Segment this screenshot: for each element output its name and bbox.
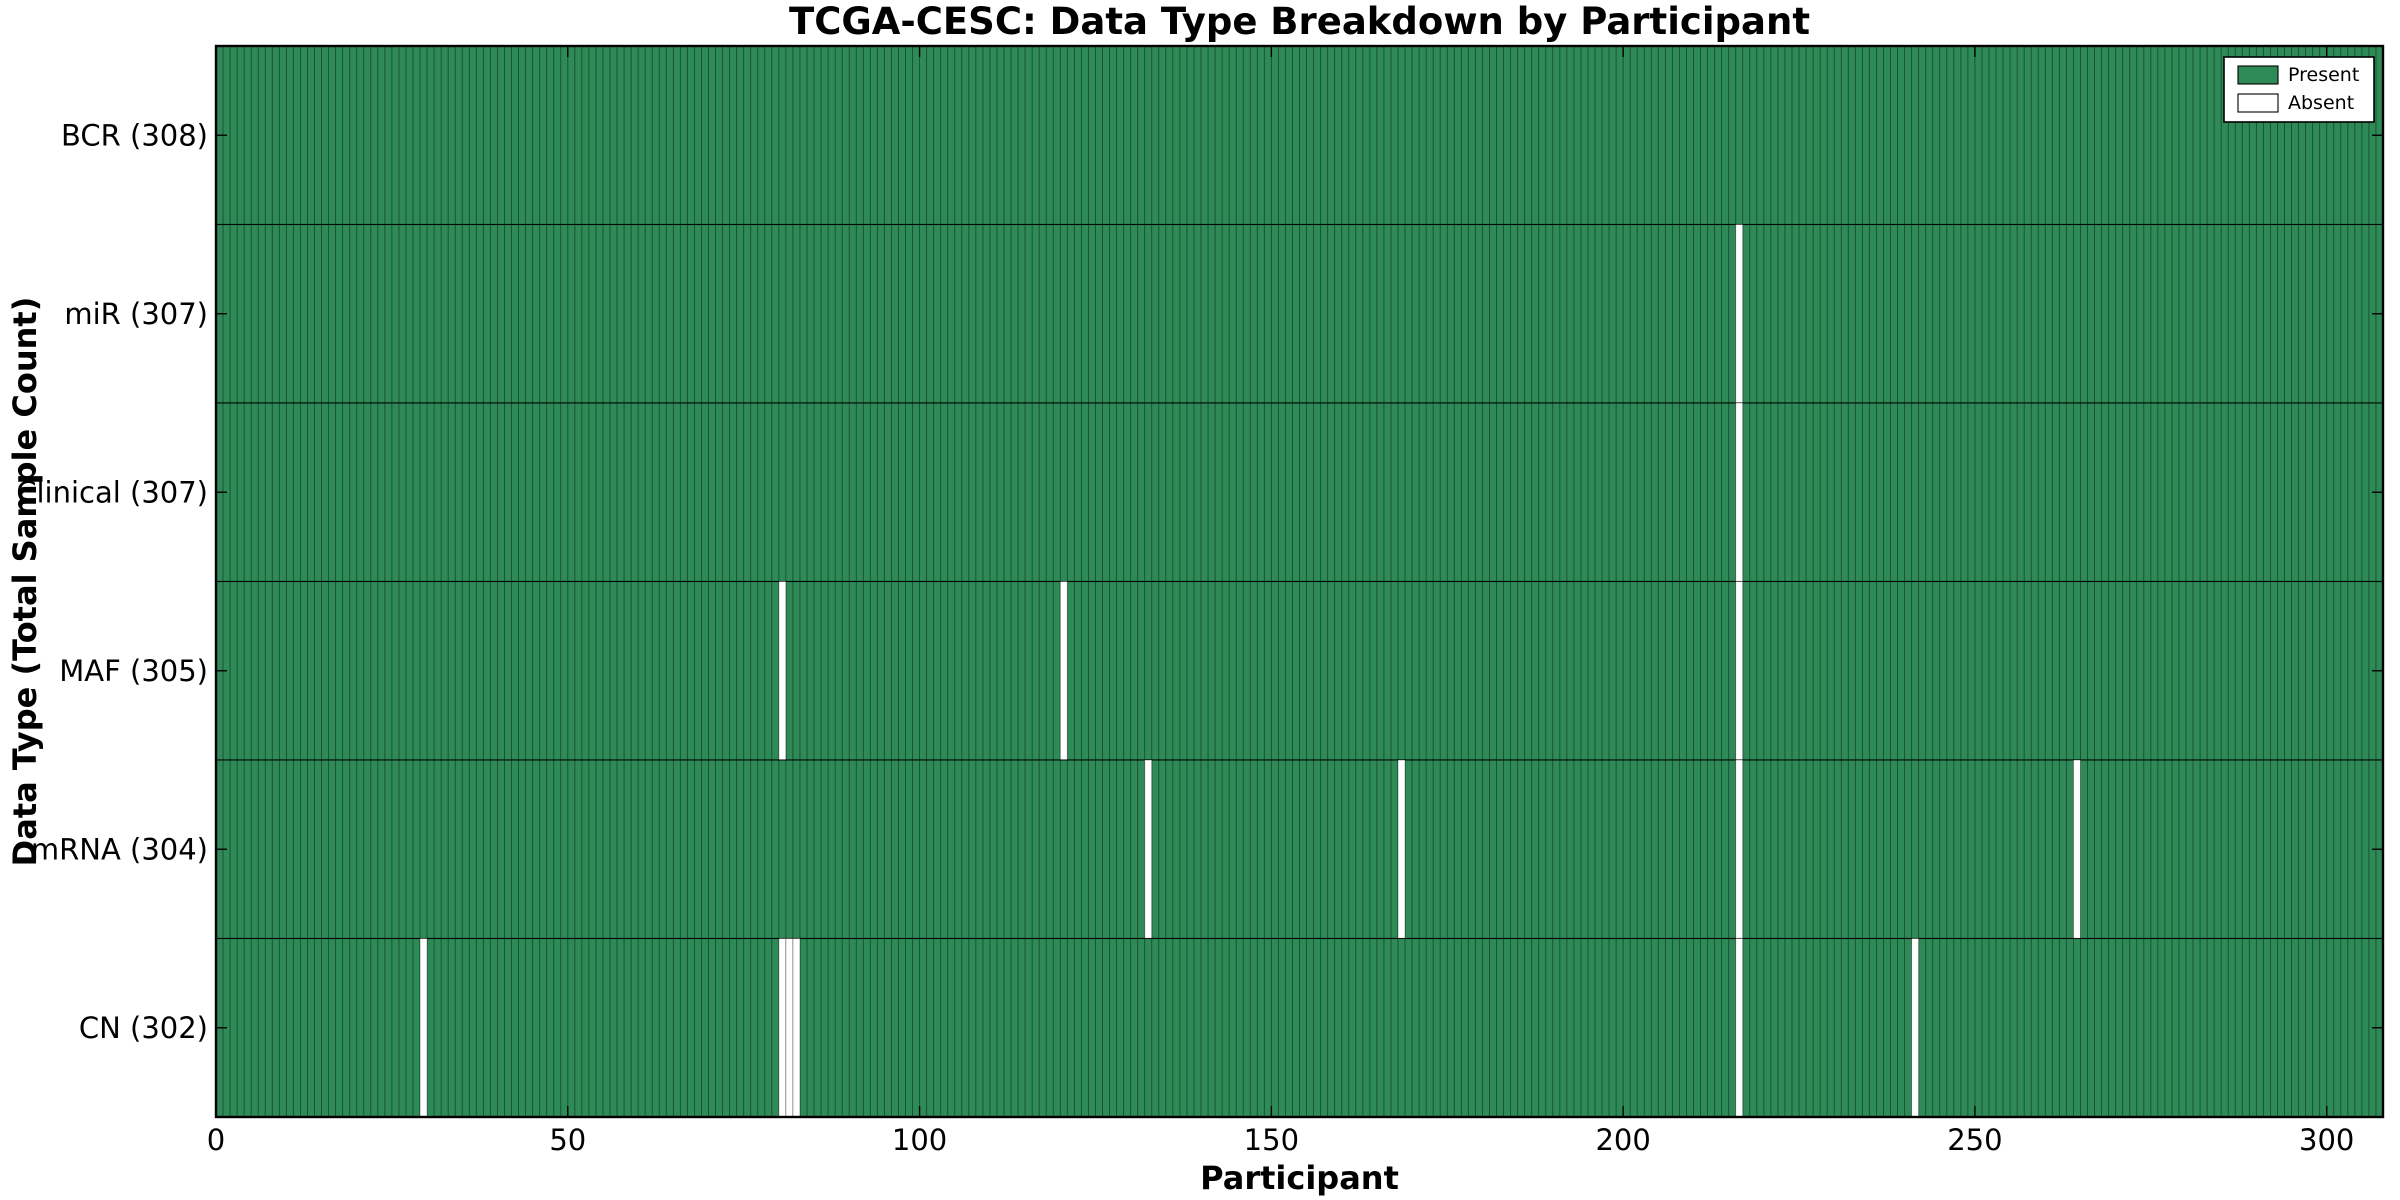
absent-cell: [1911, 938, 1920, 1118]
legend-swatch-absent: [2237, 93, 2279, 113]
y-tick-label-CN: CN (302): [79, 1011, 208, 1045]
legend-label-present: Present: [2288, 64, 2359, 86]
absent-cell: [1735, 581, 1744, 761]
absent-cell: [419, 938, 428, 1118]
row-present-band: [215, 580, 2384, 761]
legend-label-absent: Absent: [2288, 92, 2354, 114]
absent-cell: [792, 938, 801, 1118]
x-axis-label: Participant: [1200, 1159, 1399, 1197]
legend-swatch-present: [2237, 65, 2279, 85]
x-tick-label: 100: [892, 1123, 947, 1157]
absent-cell: [1397, 759, 1406, 939]
x-tick-label: 300: [2299, 1123, 2354, 1157]
x-tick-label: 0: [207, 1123, 225, 1157]
y-tick-label-Clinical: Clinical (307): [16, 475, 208, 509]
x-tick-label: 200: [1595, 1123, 1650, 1157]
y-tick-label-miR: miR (307): [64, 297, 208, 331]
legend: Present Absent: [2223, 56, 2375, 123]
absent-cell: [778, 581, 787, 761]
plot-border: [214, 44, 2385, 1119]
absent-cell: [1735, 759, 1744, 939]
chart-title: TCGA-CESC: Data Type Breakdown by Partic…: [789, 0, 1810, 43]
row-Clinical: [215, 402, 2384, 583]
row-present-band: [215, 223, 2384, 404]
row-present-band: [215, 937, 2384, 1118]
absent-cell: [1059, 581, 1068, 761]
row-MAF: [215, 580, 2384, 761]
tick-labels-layer: 0 50 100 150 200 250 300 BCR (308) miR (307) Clin…: [16, 118, 2354, 1157]
absent-cell: [2072, 759, 2081, 939]
row-mRNA: [215, 759, 2384, 940]
x-tick-label: 50: [549, 1123, 586, 1157]
y-axis-label: Data Type (Total Sample Count): [6, 297, 44, 867]
absent-cell: [1735, 402, 1744, 582]
row-BCR: [215, 45, 2384, 226]
x-tick-label: 150: [1244, 1123, 1299, 1157]
row-present-band: [215, 759, 2384, 940]
absent-cell: [1735, 938, 1744, 1118]
row-present-band: [215, 45, 2384, 226]
x-tick-label: 250: [1947, 1123, 2002, 1157]
row-CN: [215, 937, 2384, 1118]
absent-cell: [785, 938, 794, 1118]
rows-layer: [215, 45, 2384, 1118]
row-miR: [215, 223, 2384, 404]
absent-cell: [778, 938, 787, 1118]
row-present-band: [215, 402, 2384, 583]
absent-cell: [1735, 224, 1744, 404]
y-tick-label-mRNA: mRNA (304): [31, 832, 208, 866]
y-tick-label-BCR: BCR (308): [61, 118, 208, 152]
absent-cell: [1144, 759, 1153, 939]
y-tick-label-MAF: MAF (305): [59, 654, 208, 688]
